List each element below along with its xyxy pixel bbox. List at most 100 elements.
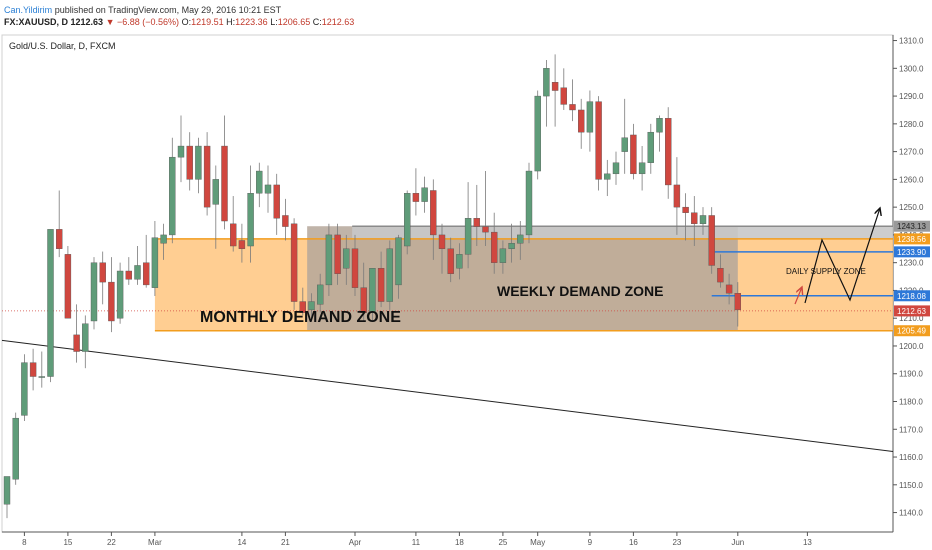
y-tick-label: 1250.0 bbox=[899, 203, 924, 212]
x-tick-label: 13 bbox=[803, 538, 812, 547]
price-label-box bbox=[894, 325, 930, 337]
candle-body bbox=[47, 229, 54, 377]
candle-body bbox=[325, 234, 333, 286]
candle-body bbox=[404, 193, 411, 247]
x-tick-label: Apr bbox=[349, 538, 362, 547]
price-label-text: 1218.08 bbox=[897, 292, 926, 301]
price-change: ▼ −6.88 (−0.56%) bbox=[105, 17, 180, 27]
candle-body bbox=[369, 268, 376, 313]
candle-body bbox=[99, 262, 106, 283]
candle-body bbox=[421, 187, 428, 202]
candle-body bbox=[517, 234, 524, 244]
candle-body bbox=[177, 145, 185, 158]
open-value: 1219.51 bbox=[191, 17, 224, 27]
x-tick-label: 16 bbox=[629, 538, 638, 547]
y-tick-label: 1230.0 bbox=[899, 259, 924, 268]
candle-body bbox=[621, 137, 628, 152]
candle-body bbox=[82, 323, 89, 352]
candle-body bbox=[125, 270, 133, 280]
x-tick-label: 9 bbox=[588, 538, 593, 547]
candle-body bbox=[395, 237, 402, 286]
price-label-text: 1212.63 bbox=[897, 307, 926, 316]
price-label-box bbox=[894, 290, 930, 302]
candle-body bbox=[499, 248, 507, 263]
candle-body bbox=[456, 254, 463, 269]
candle-body bbox=[247, 193, 254, 247]
weekly-zone-label: WEEKLY DEMAND ZONE bbox=[497, 283, 663, 299]
x-tick-label: Mar bbox=[148, 538, 162, 547]
candle-body bbox=[464, 218, 472, 255]
candle-body bbox=[525, 170, 533, 236]
candle-body bbox=[212, 179, 220, 205]
symbol: FX:XAUUSD, D bbox=[4, 17, 69, 27]
candle-body bbox=[612, 162, 620, 175]
x-tick-label: 25 bbox=[498, 538, 507, 547]
price-label-text: 1233.90 bbox=[897, 248, 926, 257]
publish-header: Can.Yildirim published on TradingView.co… bbox=[4, 3, 281, 17]
candle-body bbox=[56, 229, 63, 249]
candle-body bbox=[256, 170, 263, 194]
candle-body bbox=[142, 262, 150, 286]
trendline bbox=[1, 339, 894, 452]
open-label: O: bbox=[181, 17, 192, 27]
y-tick-label: 1170.0 bbox=[899, 425, 923, 434]
candle-body bbox=[595, 101, 602, 180]
candle-body bbox=[12, 417, 19, 480]
last-price: 1212.63 bbox=[70, 17, 104, 27]
y-tick-label: 1140.0 bbox=[899, 509, 923, 518]
low-value: 1206.65 bbox=[277, 17, 311, 27]
candle-body bbox=[299, 301, 306, 313]
candle-body bbox=[656, 118, 663, 133]
y-tick-label: 1270.0 bbox=[899, 148, 924, 157]
candle-body bbox=[491, 231, 498, 263]
candle-body bbox=[64, 254, 72, 319]
candle-body bbox=[569, 104, 576, 111]
red-projection-arrow bbox=[794, 287, 802, 305]
y-tick-label: 1280.0 bbox=[899, 120, 924, 129]
y-tick-label: 1200.0 bbox=[899, 342, 924, 351]
candle-body bbox=[604, 173, 611, 180]
close-value: 1212.63 bbox=[321, 17, 355, 27]
x-tick-label: 14 bbox=[237, 538, 246, 547]
candle-body bbox=[473, 218, 480, 227]
candle-body bbox=[708, 215, 715, 266]
y-tick-label: 1190.0 bbox=[899, 370, 923, 379]
candle-body bbox=[377, 268, 385, 302]
y-tick-label: 1210.0 bbox=[899, 314, 924, 323]
candle-body bbox=[717, 268, 724, 283]
candle-body bbox=[308, 301, 315, 311]
candle-body bbox=[412, 193, 420, 202]
candle-body bbox=[508, 243, 515, 249]
author-name[interactable]: Can.Yildirim bbox=[4, 5, 53, 15]
candle-body bbox=[229, 223, 237, 247]
candle-body bbox=[351, 248, 359, 288]
x-tick-label: 11 bbox=[412, 538, 421, 547]
x-tick-label: Jun bbox=[731, 538, 744, 547]
y-tick-label: 1310.0 bbox=[899, 37, 924, 46]
high-label: H: bbox=[226, 17, 236, 27]
candle-body bbox=[343, 248, 350, 269]
candle-body bbox=[578, 109, 585, 133]
candle-body bbox=[273, 184, 280, 219]
candle-body bbox=[438, 234, 446, 249]
candle-body bbox=[560, 87, 567, 105]
x-tick-label: 8 bbox=[22, 538, 27, 547]
candle-body bbox=[630, 134, 637, 175]
y-tick-label: 1160.0 bbox=[899, 453, 923, 462]
x-tick-label: 21 bbox=[281, 538, 290, 547]
candle-body bbox=[264, 184, 272, 194]
ohlc-readout: FX:XAUUSD, D 1212.63 ▼ −6.88 (−0.56%) O:… bbox=[4, 16, 354, 28]
y-tick-label: 1300.0 bbox=[899, 64, 924, 73]
candle-body bbox=[90, 262, 98, 322]
chart-title: Gold/U.S. Dollar, D, FXCM bbox=[9, 41, 116, 51]
candle-body bbox=[430, 190, 437, 236]
candle-body bbox=[108, 281, 115, 322]
price-label-text: 1205.49 bbox=[897, 327, 926, 336]
candle-body bbox=[447, 248, 454, 274]
candle-body bbox=[238, 240, 246, 249]
candle-body bbox=[317, 284, 324, 305]
candle-body bbox=[586, 101, 594, 133]
price-label-text: 1238.56 bbox=[897, 235, 926, 244]
price-label-box bbox=[894, 220, 930, 232]
